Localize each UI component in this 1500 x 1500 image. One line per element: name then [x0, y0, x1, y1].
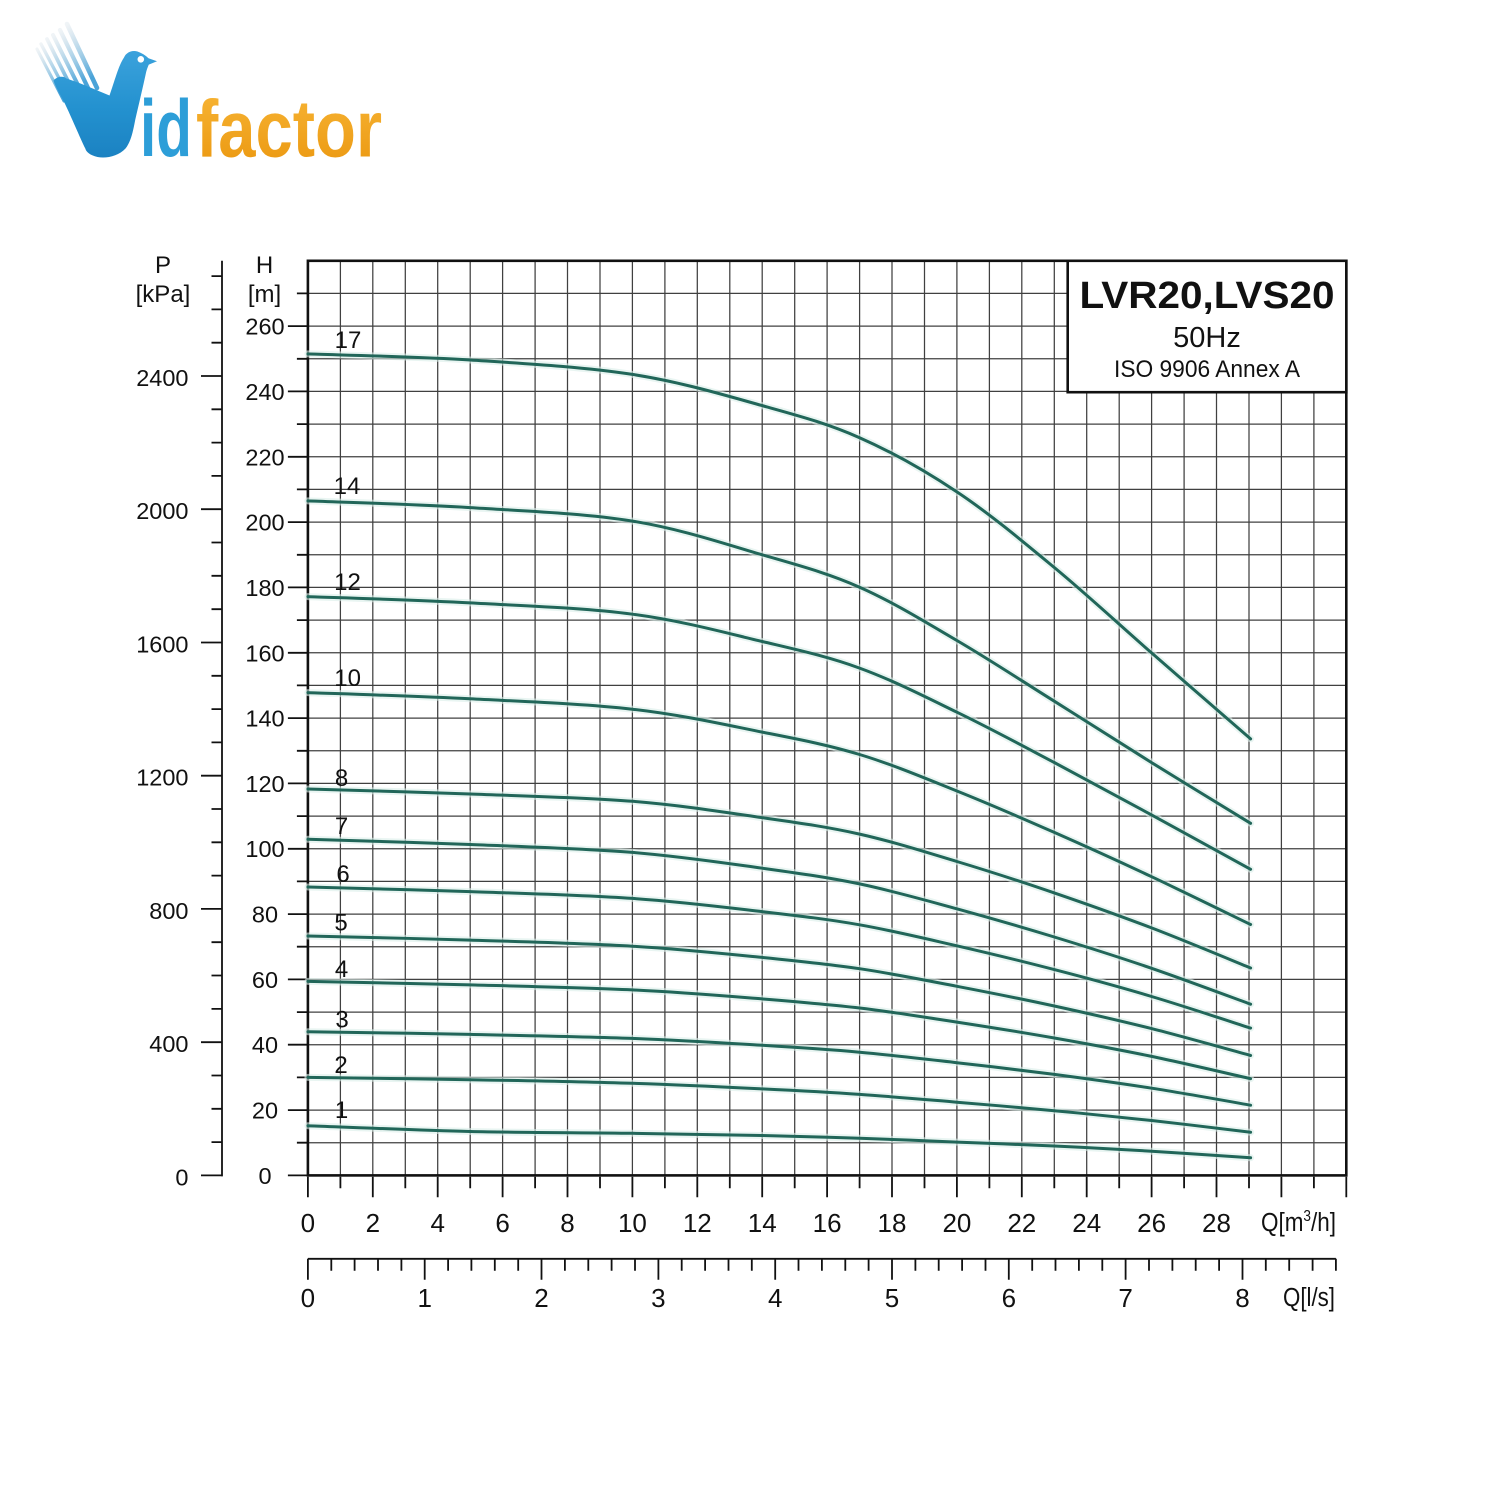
svg-text:800: 800 [149, 898, 188, 924]
svg-text:8: 8 [560, 1208, 574, 1238]
svg-text:24: 24 [1072, 1208, 1101, 1238]
svg-text:160: 160 [245, 640, 284, 666]
svg-text:0: 0 [175, 1164, 188, 1190]
svg-text:10: 10 [618, 1208, 647, 1238]
svg-text:140: 140 [245, 706, 284, 732]
svg-text:60: 60 [252, 967, 278, 993]
svg-text:14: 14 [748, 1208, 777, 1238]
svg-text:1200: 1200 [136, 765, 188, 791]
svg-text:6: 6 [336, 861, 349, 888]
svg-text:Q[l/s]: Q[l/s] [1283, 1284, 1335, 1312]
svg-text:5: 5 [885, 1283, 899, 1313]
svg-text:20: 20 [942, 1208, 971, 1238]
svg-text:4: 4 [768, 1283, 782, 1313]
svg-text:[m]: [m] [248, 281, 281, 308]
svg-text:20: 20 [252, 1098, 278, 1124]
svg-text:ISO 9906 Annex A: ISO 9906 Annex A [1114, 356, 1300, 383]
svg-text:17: 17 [335, 327, 362, 354]
svg-text:18: 18 [878, 1208, 907, 1238]
svg-text:8: 8 [335, 765, 348, 792]
svg-text:2: 2 [534, 1283, 548, 1313]
svg-text:5: 5 [334, 910, 347, 937]
svg-text:50Hz: 50Hz [1173, 322, 1241, 354]
svg-text:240: 240 [245, 379, 284, 405]
svg-text:12: 12 [334, 569, 361, 596]
svg-text:0: 0 [258, 1163, 271, 1189]
svg-text:1: 1 [335, 1097, 348, 1124]
svg-text:120: 120 [245, 771, 284, 797]
svg-text:2: 2 [334, 1052, 347, 1079]
svg-text:14: 14 [334, 473, 361, 500]
svg-text:2400: 2400 [136, 365, 188, 391]
svg-text:4: 4 [430, 1208, 444, 1238]
svg-text:3: 3 [335, 1007, 348, 1034]
svg-text:6: 6 [495, 1208, 509, 1238]
svg-text:7: 7 [335, 813, 348, 840]
svg-text:7: 7 [1118, 1283, 1132, 1313]
svg-text:80: 80 [252, 902, 278, 928]
svg-text:factor: factor [196, 85, 382, 175]
svg-text:40: 40 [252, 1032, 278, 1058]
svg-text:0: 0 [301, 1283, 315, 1313]
svg-text:12: 12 [683, 1208, 712, 1238]
svg-text:400: 400 [149, 1031, 188, 1057]
svg-text:180: 180 [245, 575, 284, 601]
svg-text:26: 26 [1137, 1208, 1166, 1238]
svg-text:100: 100 [245, 836, 284, 862]
svg-text:2000: 2000 [136, 498, 188, 524]
svg-text:LVR20,LVS20: LVR20,LVS20 [1080, 275, 1335, 317]
svg-text:8: 8 [1235, 1283, 1249, 1313]
svg-text:200: 200 [245, 510, 284, 536]
svg-text:id: id [140, 84, 192, 174]
svg-text:10: 10 [334, 665, 361, 692]
svg-text:4: 4 [335, 956, 348, 983]
svg-text:16: 16 [813, 1208, 842, 1238]
svg-text:P: P [155, 252, 171, 279]
svg-text:2: 2 [366, 1208, 380, 1238]
svg-text:1600: 1600 [136, 632, 188, 658]
svg-text:1: 1 [417, 1283, 431, 1313]
svg-text:Q[m3/h]: Q[m3/h] [1261, 1208, 1336, 1237]
svg-text:[kPa]: [kPa] [136, 281, 191, 308]
svg-text:260: 260 [245, 314, 284, 340]
svg-text:28: 28 [1202, 1208, 1231, 1238]
svg-text:H: H [256, 252, 273, 279]
svg-text:220: 220 [245, 444, 284, 470]
svg-text:22: 22 [1007, 1208, 1036, 1238]
svg-text:6: 6 [1002, 1283, 1016, 1313]
svg-text:3: 3 [651, 1283, 665, 1313]
svg-text:0: 0 [301, 1208, 315, 1238]
